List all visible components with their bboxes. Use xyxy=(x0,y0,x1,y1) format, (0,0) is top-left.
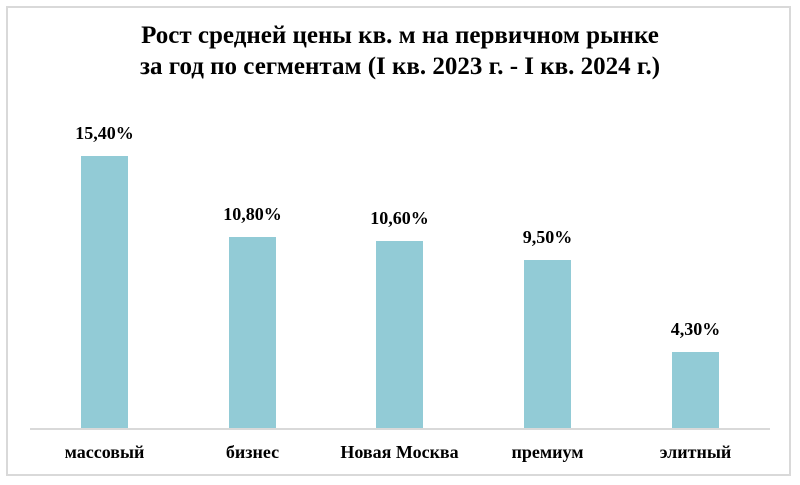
data-label: 9,50% xyxy=(522,227,573,247)
bar-1 xyxy=(229,237,276,428)
category-label: Новая Москва xyxy=(340,442,459,462)
chart-title: Рост средней цены кв. м на первичном рын… xyxy=(0,20,800,82)
bar-2 xyxy=(376,241,423,428)
bar-4 xyxy=(672,352,719,428)
data-label: 10,60% xyxy=(370,208,429,228)
category-label: массовый xyxy=(64,442,145,462)
chart-title-line-2: за год по сегментам (I кв. 2023 г. - I к… xyxy=(139,53,661,80)
chart-title-line-1: Рост средней цены кв. м на первичном рын… xyxy=(141,22,659,49)
data-label: 15,40% xyxy=(75,123,134,143)
bar-0 xyxy=(81,156,128,428)
data-label: 4,30% xyxy=(670,319,721,339)
data-label: 10,80% xyxy=(223,204,282,224)
category-label: премиум xyxy=(511,442,584,462)
bar-3 xyxy=(524,260,571,428)
x-axis-line xyxy=(30,428,770,430)
category-label: бизнес xyxy=(225,442,280,462)
category-label: элитный xyxy=(659,442,732,462)
